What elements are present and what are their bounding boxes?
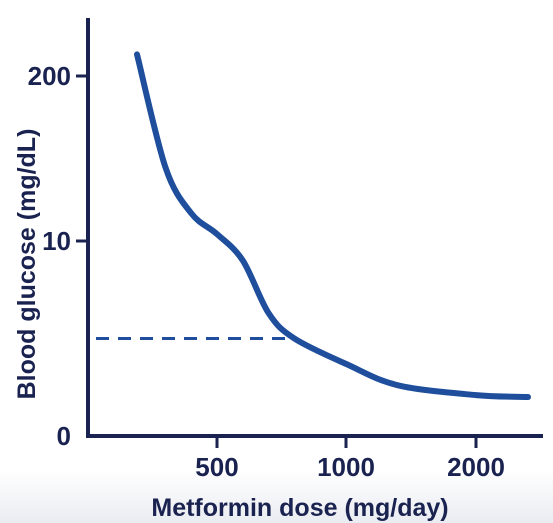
tick-labels: 500 1000 2000 0 10 200 xyxy=(28,61,505,482)
x-tick-label: 2000 xyxy=(447,452,505,482)
dose-response-curve xyxy=(134,51,531,400)
x-tick-label: 1000 xyxy=(317,452,375,482)
x-axis-title: Metformin dose (mg/day) xyxy=(151,494,448,522)
ticks xyxy=(76,74,478,448)
axes xyxy=(86,18,543,438)
y-tick-label: 200 xyxy=(28,61,71,91)
footer-band xyxy=(0,470,553,523)
y-tick-label: 0 xyxy=(57,421,71,451)
y-axis-title: Blood glucose (mg/dL) xyxy=(13,129,41,400)
x-tick-label: 500 xyxy=(195,452,238,482)
y-tick-label: 10 xyxy=(42,226,71,256)
